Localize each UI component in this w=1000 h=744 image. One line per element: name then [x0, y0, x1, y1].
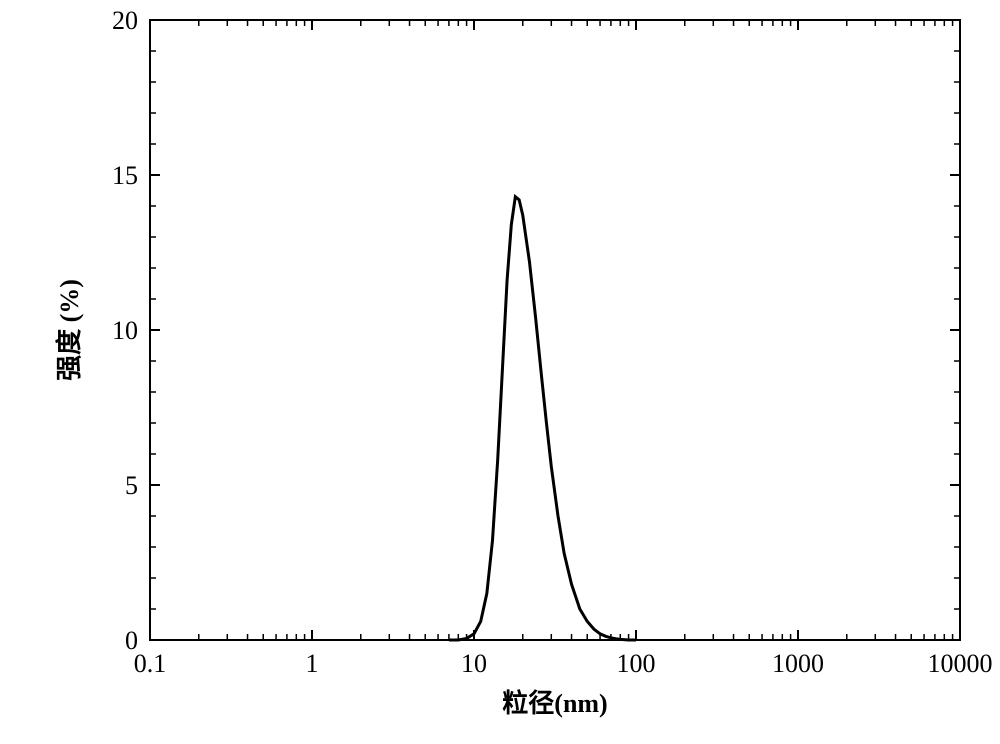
- y-tick-label: 5: [125, 471, 138, 500]
- x-tick-label: 10000: [928, 649, 993, 678]
- y-tick-label: 0: [125, 626, 138, 655]
- x-axis-label: 粒径(nm): [502, 688, 607, 718]
- x-tick-label: 10: [461, 649, 487, 678]
- x-tick-label: 1000: [772, 649, 824, 678]
- particle-size-chart: 0.1 1 10 100 1000 10000 0 5 10 15 20 粒径(nm) 强度 (%): [0, 0, 1000, 744]
- y-tick-label: 20: [112, 6, 138, 35]
- chart-container: 0.1 1 10 100 1000 10000 0 5 10 15 20 粒径(nm) 强度 (%): [0, 0, 1000, 744]
- y-tick-label: 10: [112, 316, 138, 345]
- x-tick-label: 1: [306, 649, 319, 678]
- x-tick-label: 100: [617, 649, 656, 678]
- distribution-curve: [449, 197, 636, 640]
- y-tick-label: 15: [112, 161, 138, 190]
- y-axis-label: 强度 (%): [54, 279, 84, 381]
- x-tick-label: 0.1: [134, 649, 167, 678]
